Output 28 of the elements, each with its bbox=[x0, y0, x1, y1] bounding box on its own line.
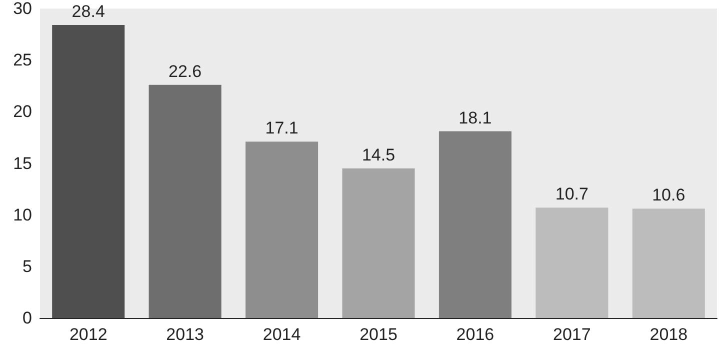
bar bbox=[342, 168, 415, 318]
y-tick-label: 10 bbox=[13, 205, 32, 224]
data-label: 14.5 bbox=[362, 145, 396, 164]
x-tick-label: 2014 bbox=[262, 325, 301, 344]
x-tick-label: 2018 bbox=[650, 325, 688, 344]
data-label: 28.4 bbox=[72, 2, 105, 22]
data-label: 10.6 bbox=[652, 186, 686, 205]
bar bbox=[246, 142, 318, 318]
x-tick-label: 2013 bbox=[166, 325, 204, 344]
y-tick-label: 15 bbox=[13, 154, 32, 173]
bar bbox=[148, 84, 222, 318]
bar bbox=[438, 131, 512, 318]
bar bbox=[536, 208, 608, 318]
x-tick-label: 2015 bbox=[360, 325, 398, 344]
x-tick-label: 2017 bbox=[553, 325, 591, 344]
data-label: 10.7 bbox=[555, 184, 588, 204]
x-tick-label: 2012 bbox=[69, 325, 108, 344]
bar bbox=[632, 208, 705, 318]
x-tick-label: 2016 bbox=[456, 325, 494, 344]
y-tick-label: 0 bbox=[22, 308, 32, 328]
y-tick-label: 5 bbox=[22, 256, 32, 276]
data-label: 17.1 bbox=[265, 118, 298, 138]
data-label: 22.6 bbox=[168, 62, 202, 81]
y-tick-label: 25 bbox=[13, 50, 32, 70]
y-tick-label: 20 bbox=[13, 102, 32, 122]
data-label: 18.1 bbox=[458, 108, 492, 128]
bar bbox=[52, 25, 125, 318]
y-tick-label: 30 bbox=[13, 0, 32, 18]
